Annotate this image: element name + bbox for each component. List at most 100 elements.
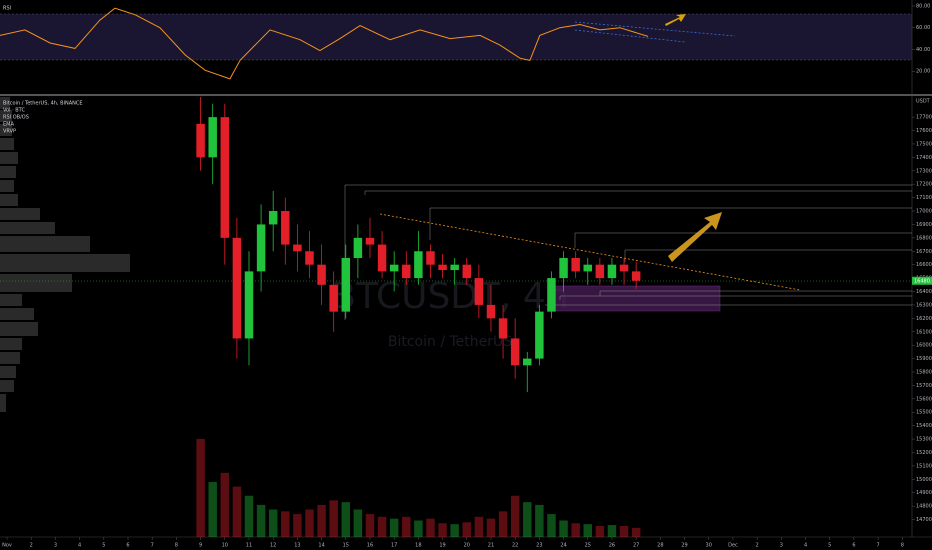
candle-body xyxy=(353,237,363,258)
volume-bar xyxy=(305,509,314,537)
candle-body xyxy=(244,271,254,339)
x-tick-label: 19 xyxy=(439,543,445,549)
last-price-label: 16480.00 xyxy=(914,278,932,284)
volume-bar xyxy=(595,526,605,537)
volume-bar xyxy=(220,472,230,537)
volume-bar xyxy=(281,511,290,537)
x-tick-label: 16 xyxy=(367,543,373,549)
volume-bar xyxy=(450,524,459,537)
y-tick-label: 15600.00 xyxy=(916,396,932,402)
y-tick-label: 16200.00 xyxy=(916,316,932,322)
x-tick-label: 20 xyxy=(464,543,470,549)
volume-bar xyxy=(559,520,568,537)
x-tick-label: Nov xyxy=(2,543,12,549)
y-tick-label: 15300.00 xyxy=(916,437,932,443)
candle-body xyxy=(523,358,532,366)
x-tick-label: 4 xyxy=(804,543,807,549)
volume-bar xyxy=(353,509,363,537)
x-tick-label: 30 xyxy=(706,543,712,549)
volume-bar xyxy=(547,514,556,537)
volume-bar xyxy=(619,526,629,537)
x-tick-label: 25 xyxy=(585,543,591,549)
x-tick-label: 5 xyxy=(102,543,105,549)
candle-body xyxy=(377,244,387,272)
y-tick-label: 15200.00 xyxy=(916,450,932,456)
x-tick-label: 23 xyxy=(536,543,542,549)
candle-body xyxy=(268,211,278,225)
y-tick-label: 17000.00 xyxy=(916,209,932,215)
candle-body xyxy=(317,264,326,285)
y-tick-label: 20.00 xyxy=(916,69,930,75)
volume-bar xyxy=(474,516,484,537)
volume-bar xyxy=(498,511,508,537)
x-tick-label: 3 xyxy=(780,543,783,549)
indicator-legend: RSI OB/OS xyxy=(3,115,29,121)
x-tick-label: 26 xyxy=(609,543,615,549)
x-tick-label: 6 xyxy=(852,543,855,549)
volume-bar xyxy=(341,502,351,537)
candle-body xyxy=(208,117,217,158)
y-tick-label: 17400.00 xyxy=(916,155,932,161)
candle-body xyxy=(281,211,290,245)
volume-bar xyxy=(293,514,302,537)
volume-bar xyxy=(486,518,496,537)
volume-bar xyxy=(535,504,544,537)
candle-body xyxy=(293,244,302,252)
volume-bar xyxy=(268,509,278,537)
candle-body xyxy=(341,257,351,312)
y-tick-label: 16400.00 xyxy=(916,289,932,295)
watermark-sub: Bitcoin / TetherUS xyxy=(388,334,512,350)
volume-bar xyxy=(365,514,375,537)
axis-unit: USDT xyxy=(916,99,931,105)
price-arrow xyxy=(668,212,722,262)
candle-body xyxy=(438,264,447,271)
y-tick-label: 17500.00 xyxy=(916,141,932,147)
y-tick-label: 15400.00 xyxy=(916,423,932,429)
candle-body xyxy=(450,264,459,271)
volume-bar xyxy=(256,504,266,537)
candle-body xyxy=(389,264,399,272)
volume-bar xyxy=(426,518,435,537)
y-tick-label: 16900.00 xyxy=(916,222,932,228)
candle-body xyxy=(196,123,205,158)
x-tick-label: 27 xyxy=(633,543,639,549)
x-tick-label: 7 xyxy=(877,543,880,549)
y-tick-label: 15900.00 xyxy=(916,356,932,362)
x-tick-label: 17 xyxy=(391,543,397,549)
volume-profile xyxy=(0,97,130,412)
x-tick-label: 15 xyxy=(343,543,349,549)
candle-body xyxy=(365,237,375,245)
y-tick-label: 14900.00 xyxy=(916,490,932,496)
candle-body xyxy=(414,251,423,279)
y-tick-label: 16300.00 xyxy=(916,302,932,308)
volume-bar xyxy=(329,500,338,537)
volume-bar xyxy=(208,482,217,537)
volume-bar xyxy=(523,502,532,537)
y-tick-label: 15500.00 xyxy=(916,410,932,416)
last-price-tag xyxy=(912,276,932,285)
candle-body xyxy=(426,251,435,265)
x-tick-label: 6 xyxy=(126,543,129,549)
watermark: BTCUSDT, 4h xyxy=(331,276,568,317)
candle-body xyxy=(571,257,580,272)
volume-bar xyxy=(571,523,580,537)
volume-bar xyxy=(607,525,617,537)
candle-body xyxy=(498,318,508,339)
x-tick-label: 24 xyxy=(560,543,566,549)
x-tick-label: 2 xyxy=(30,543,33,549)
x-tick-label: 14 xyxy=(318,543,324,549)
x-tick-label: 28 xyxy=(657,543,663,549)
y-tick-label: 17300.00 xyxy=(916,168,932,174)
y-tick-label: 14700.00 xyxy=(916,517,932,523)
y-tick-label: 16600.00 xyxy=(916,262,932,268)
x-tick-label: 11 xyxy=(246,543,252,549)
rsi-legend: RSI xyxy=(3,6,11,12)
volume-bar xyxy=(402,516,411,537)
x-tick-label: 7 xyxy=(151,543,154,549)
volume-bar xyxy=(631,527,641,537)
candle-body xyxy=(232,237,242,339)
volume-bar xyxy=(232,486,242,537)
candle-body xyxy=(619,264,629,272)
candle-body xyxy=(462,264,472,279)
